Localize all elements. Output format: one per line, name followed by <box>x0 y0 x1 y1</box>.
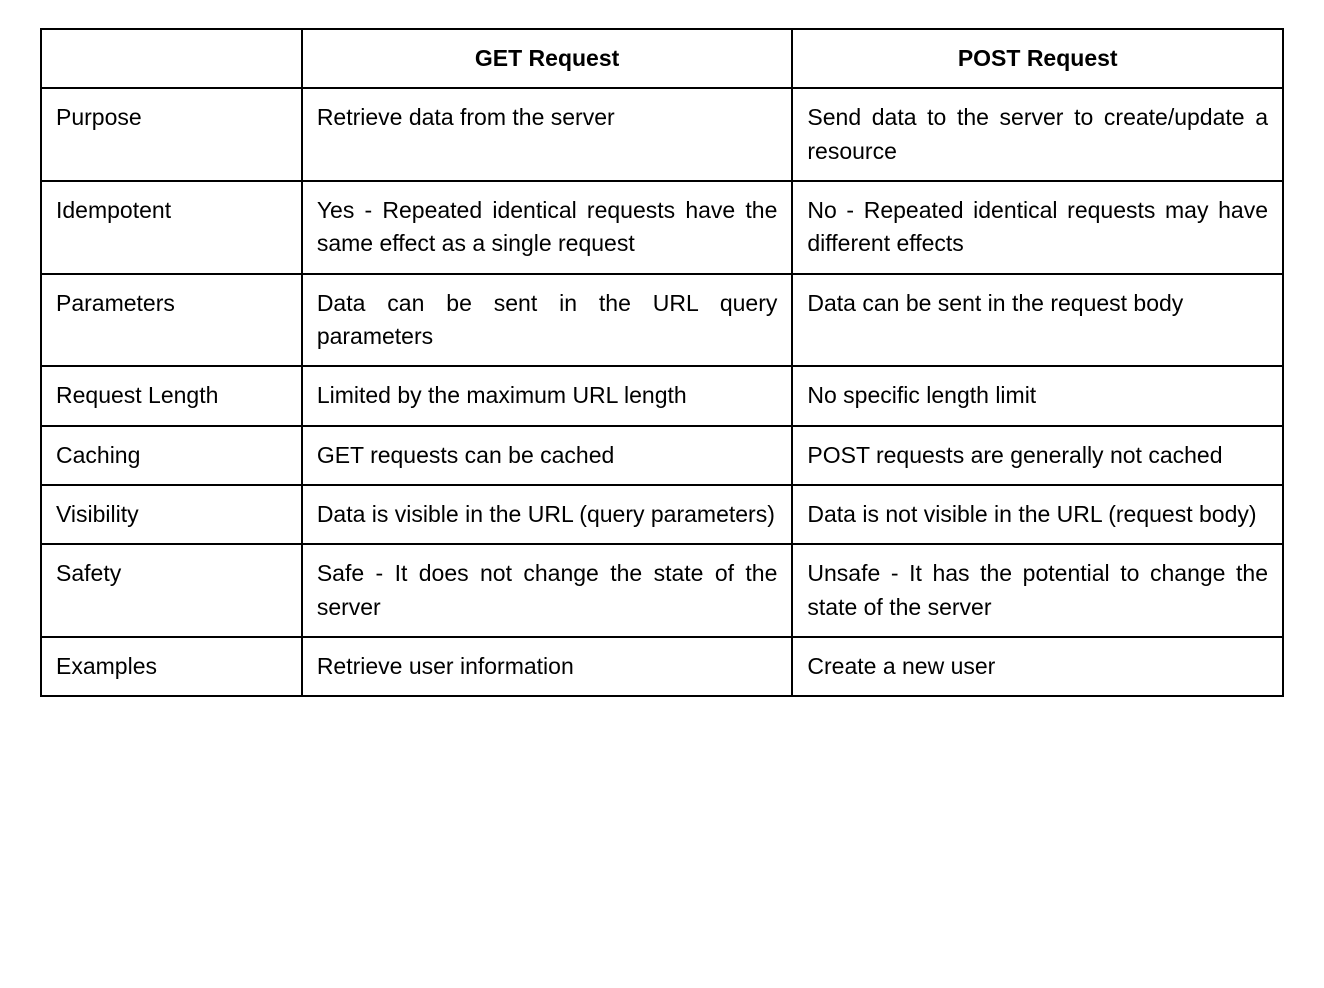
cell-post: No - Repeated identical requests may hav… <box>792 181 1283 274</box>
cell-post: Send data to the server to create/update… <box>792 88 1283 181</box>
table-row: Examples Retrieve user information Creat… <box>41 637 1283 696</box>
header-blank <box>41 29 302 88</box>
row-label: Request Length <box>41 366 302 425</box>
header-post: POST Request <box>792 29 1283 88</box>
table-header-row: GET Request POST Request <box>41 29 1283 88</box>
row-label: Visibility <box>41 485 302 544</box>
cell-post: POST requests are generally not cached <box>792 426 1283 485</box>
cell-post: Unsafe - It has the potential to change … <box>792 544 1283 637</box>
table-row: Caching GET requests can be cached POST … <box>41 426 1283 485</box>
row-label: Purpose <box>41 88 302 181</box>
table-row: Idempotent Yes - Repeated identical requ… <box>41 181 1283 274</box>
cell-get: Limited by the maximum URL length <box>302 366 793 425</box>
comparison-table: GET Request POST Request Purpose Retriev… <box>40 28 1284 697</box>
cell-get: Yes - Repeated identical requests have t… <box>302 181 793 274</box>
table-row: Parameters Data can be sent in the URL q… <box>41 274 1283 367</box>
header-get: GET Request <box>302 29 793 88</box>
cell-get: GET requests can be cached <box>302 426 793 485</box>
cell-post: Data can be sent in the request body <box>792 274 1283 367</box>
row-label: Parameters <box>41 274 302 367</box>
cell-get: Retrieve user information <box>302 637 793 696</box>
table-row: Safety Safe - It does not change the sta… <box>41 544 1283 637</box>
table-row: Purpose Retrieve data from the server Se… <box>41 88 1283 181</box>
cell-get: Retrieve data from the server <box>302 88 793 181</box>
cell-post: No specific length limit <box>792 366 1283 425</box>
cell-post: Data is not visible in the URL (request … <box>792 485 1283 544</box>
row-label: Caching <box>41 426 302 485</box>
row-label: Safety <box>41 544 302 637</box>
cell-get: Safe - It does not change the state of t… <box>302 544 793 637</box>
row-label: Examples <box>41 637 302 696</box>
table-row: Visibility Data is visible in the URL (q… <box>41 485 1283 544</box>
cell-get: Data can be sent in the URL query parame… <box>302 274 793 367</box>
cell-get: Data is visible in the URL (query parame… <box>302 485 793 544</box>
table-row: Request Length Limited by the maximum UR… <box>41 366 1283 425</box>
cell-post: Create a new user <box>792 637 1283 696</box>
row-label: Idempotent <box>41 181 302 274</box>
